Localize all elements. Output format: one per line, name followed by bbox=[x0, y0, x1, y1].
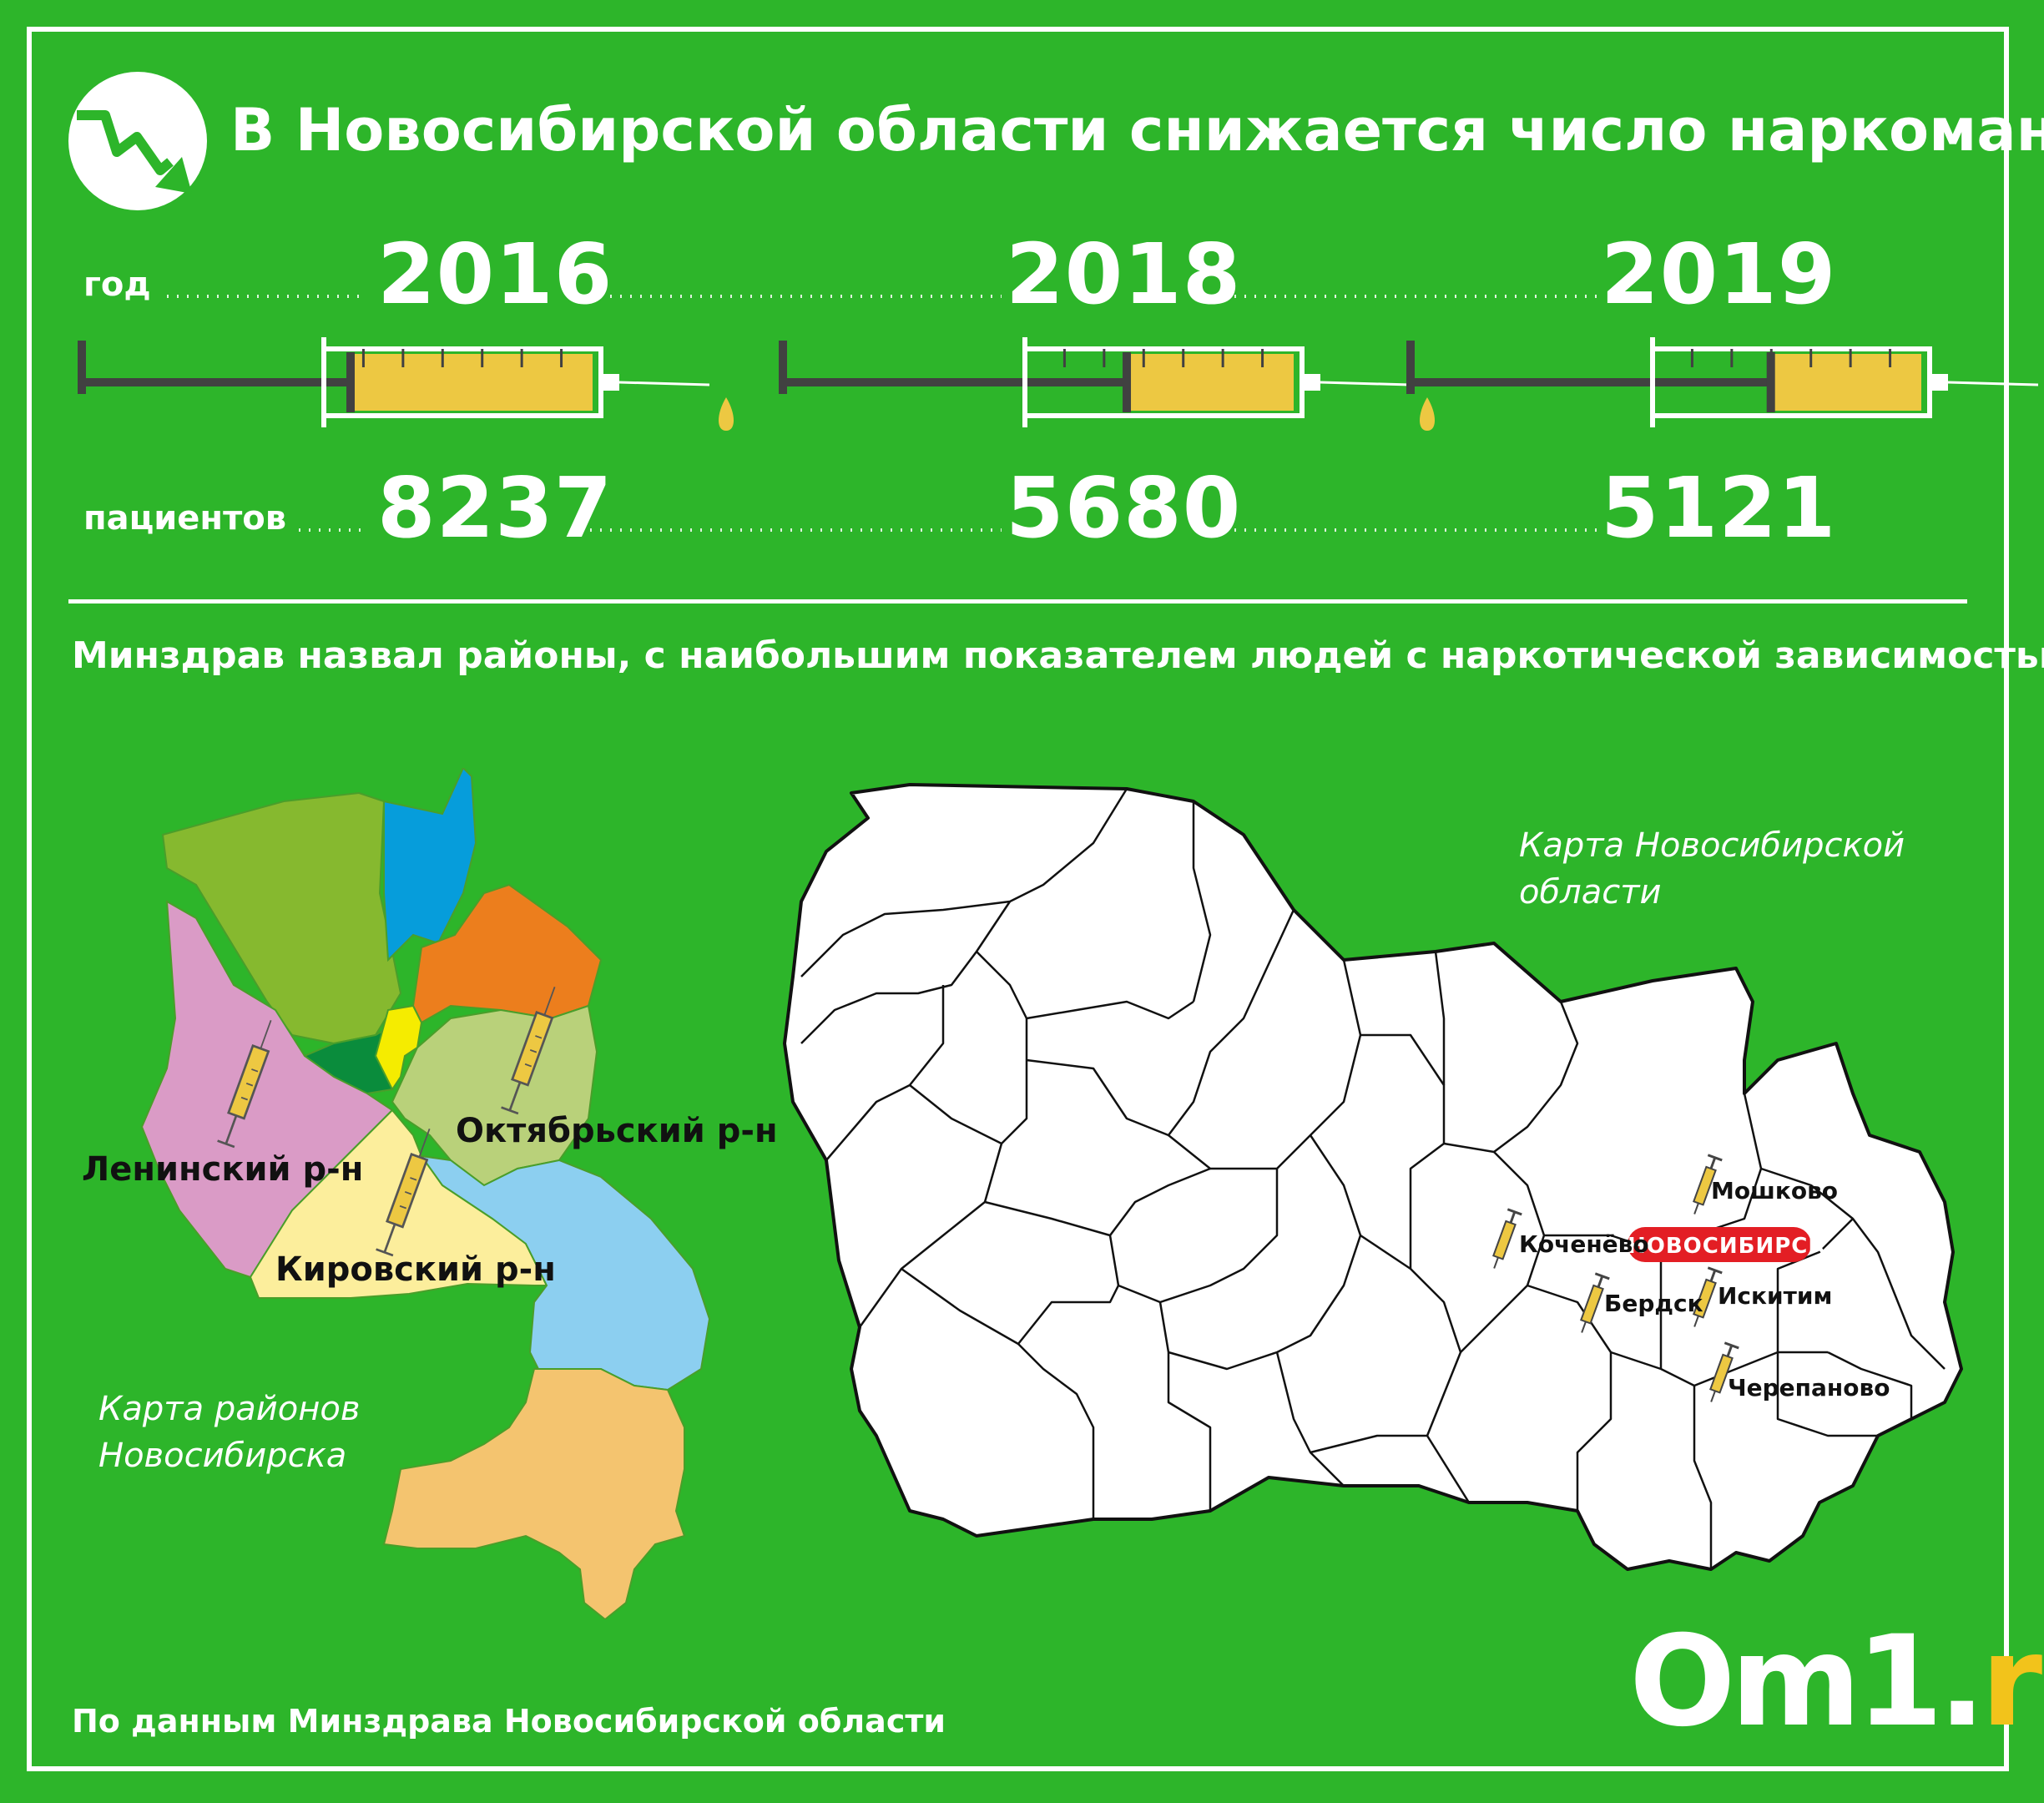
capital-label: НОВОСИБИРСК bbox=[1628, 1234, 1827, 1259]
city-district-map bbox=[140, 768, 711, 1619]
syringe-tip bbox=[1302, 374, 1320, 391]
section-subtitle: Минздрав назвал районы, с наибольшим пок… bbox=[72, 634, 2044, 677]
syringe-needle bbox=[618, 381, 710, 386]
source-note: По данным Минздрава Новосибирской област… bbox=[72, 1703, 946, 1740]
syringe-needle bbox=[1947, 381, 2039, 386]
district-tan bbox=[382, 1368, 686, 1619]
year-value: 2018 bbox=[1006, 225, 1242, 323]
town-label-iskitim: Искитим bbox=[1718, 1282, 1833, 1310]
town-label-cherepanovo: Черепаново bbox=[1728, 1374, 1890, 1401]
drop-icon bbox=[719, 397, 734, 431]
om1-logo: Om1.ru bbox=[1629, 1609, 2044, 1755]
district-blue bbox=[383, 768, 477, 962]
capital-badge bbox=[1628, 1227, 1811, 1262]
patients-value: 5680 bbox=[1006, 459, 1242, 557]
district-label-kirovsky: Кировский р-н bbox=[275, 1250, 556, 1289]
dotted-leaders bbox=[167, 295, 1598, 532]
region-borders bbox=[800, 788, 1946, 1569]
syringe-tip bbox=[1930, 374, 1948, 391]
syringe-liquid bbox=[1127, 354, 1294, 411]
year-value: 2016 bbox=[377, 225, 613, 323]
district-label-leninsky: Ленинский р-н bbox=[82, 1150, 364, 1189]
trend-down-icon bbox=[68, 72, 207, 210]
patients-label: пациентов bbox=[83, 499, 287, 538]
city-map-caption: Карта районов Новосибирска bbox=[98, 1390, 361, 1475]
region-map bbox=[783, 783, 1963, 1571]
patients-value: 5121 bbox=[1601, 459, 1837, 557]
town-label-berdsk: Бердск bbox=[1604, 1290, 1703, 1317]
page-title: В Новосибирской области снижается число … bbox=[230, 96, 2044, 164]
region-map-caption: Карта Новосибирской области bbox=[1519, 826, 1905, 912]
syringe-tip bbox=[601, 374, 619, 391]
divider bbox=[68, 599, 1967, 604]
outer-frame bbox=[27, 27, 2009, 1771]
town-label-moshkovo: Мошково bbox=[1711, 1177, 1839, 1205]
drop-icon bbox=[1420, 397, 1435, 431]
year-value: 2019 bbox=[1601, 225, 1837, 323]
patients-value: 8237 bbox=[377, 459, 613, 557]
syringe-liquid bbox=[351, 354, 593, 411]
year-label: год bbox=[83, 265, 151, 304]
district-yellow bbox=[374, 1004, 423, 1091]
district-label-oktyabrsky: Октябрьский р-н bbox=[456, 1112, 778, 1150]
syringe-liquid bbox=[1770, 354, 1921, 411]
town-label-kochenevo: Коченёво bbox=[1519, 1230, 1649, 1258]
syringe-row bbox=[78, 337, 2039, 431]
syringe-needle bbox=[1320, 381, 1411, 386]
